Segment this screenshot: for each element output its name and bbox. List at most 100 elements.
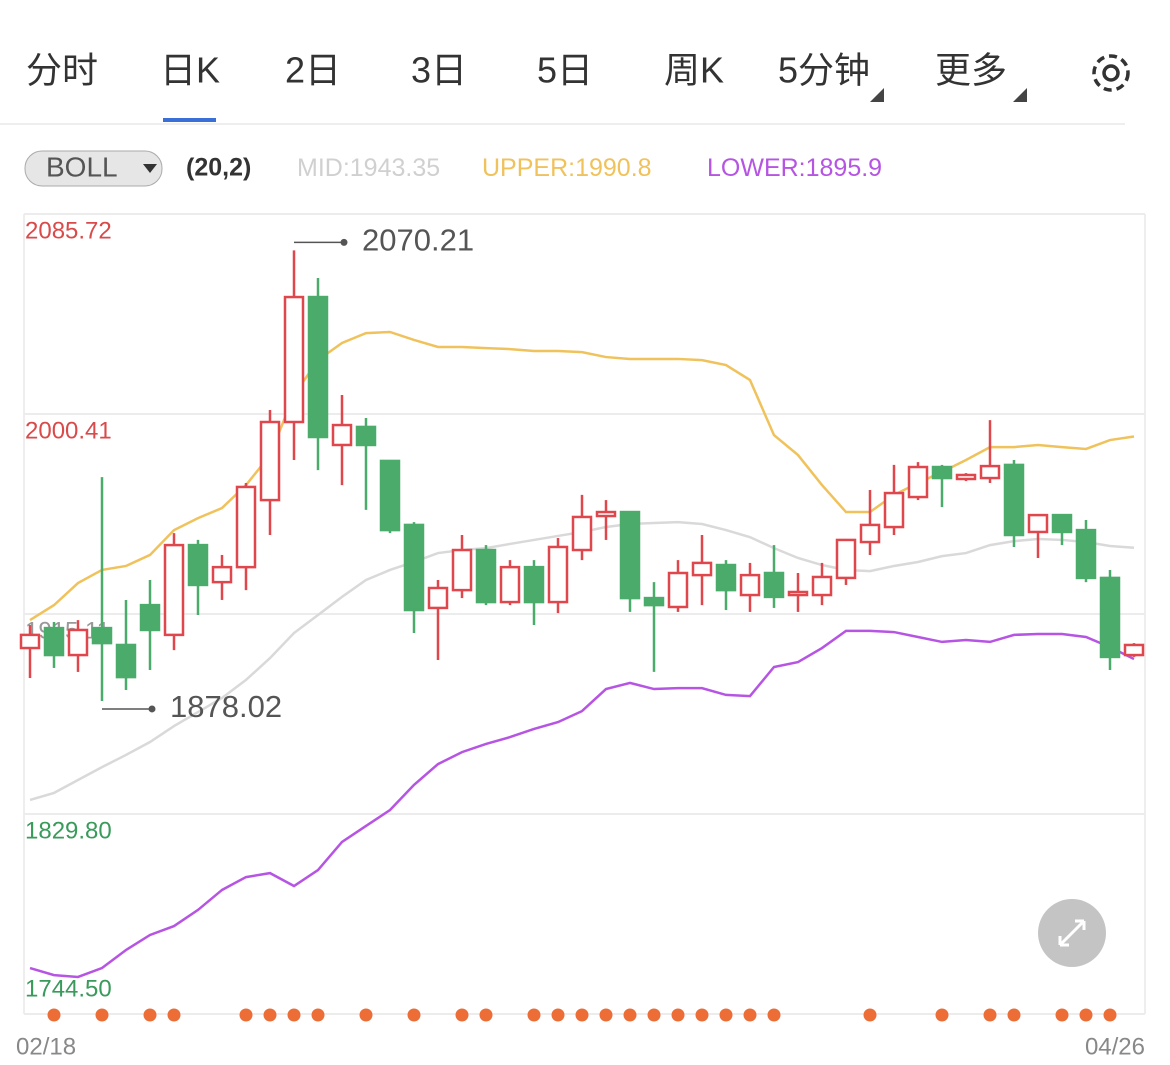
legend-value: 1943.35	[350, 154, 440, 182]
y-tick-label: 2085.72	[25, 217, 112, 244]
tab[interactable]: 3日	[411, 50, 467, 91]
candle-body	[931, 465, 953, 480]
dot	[1055, 1008, 1069, 1022]
indicator-select[interactable]: BOLL	[24, 150, 163, 187]
dropdown-marker	[870, 88, 884, 102]
legend: MID:1943.35 UPPER:1990.8 LOWER:1895.9	[297, 154, 882, 182]
tab[interactable]: 日K	[160, 50, 220, 91]
dot	[287, 1008, 301, 1022]
select-arrow	[143, 164, 157, 173]
legend-value: 1895.9	[806, 154, 882, 182]
candle-body	[475, 548, 497, 604]
dot	[143, 1008, 157, 1022]
candle-body	[91, 626, 113, 645]
candle-body	[235, 485, 257, 569]
candle-body	[955, 473, 977, 481]
candle-body	[643, 596, 665, 607]
y-tick-label: 1829.80	[25, 817, 112, 844]
tab[interactable]: 分时	[26, 50, 98, 91]
expand-icon	[1058, 919, 1086, 947]
tab[interactable]: 5分钟	[778, 50, 870, 91]
dot	[359, 1008, 373, 1022]
dot	[983, 1008, 997, 1022]
candle-body	[499, 565, 521, 604]
marker-dots	[47, 1008, 1117, 1022]
candle-body	[19, 633, 41, 650]
annotation-dot	[340, 238, 348, 246]
dot	[455, 1008, 469, 1022]
indicator-params: (20,2)	[186, 154, 251, 182]
gear-center	[1102, 64, 1120, 82]
candle-body	[187, 543, 209, 587]
candle-body	[211, 565, 233, 584]
candle-body	[115, 643, 137, 679]
tab[interactable]: 周K	[664, 50, 724, 91]
legend-entry: MID:1943.35	[297, 154, 440, 182]
candle-body	[619, 510, 641, 600]
dot	[551, 1008, 565, 1022]
candle-body	[883, 491, 905, 529]
dot	[263, 1008, 277, 1022]
candle-body	[787, 590, 809, 597]
active-tab-underline	[163, 118, 216, 122]
dot	[527, 1008, 541, 1022]
legend-value: 1990.8	[575, 154, 651, 182]
gear	[1092, 54, 1130, 92]
candle-body	[523, 565, 545, 604]
candle-body	[835, 538, 857, 580]
dot	[47, 1008, 61, 1022]
candle-body	[427, 586, 449, 610]
candle-body	[811, 575, 833, 597]
dot	[863, 1008, 877, 1022]
dropdown-marker	[1013, 88, 1027, 102]
candle-body	[1027, 513, 1049, 534]
candle-body	[331, 423, 353, 447]
dot	[239, 1008, 253, 1022]
candle-body	[1123, 643, 1145, 657]
dot	[767, 1008, 781, 1022]
candle-body	[379, 459, 401, 532]
candle-body	[667, 571, 689, 609]
annotation-dot	[148, 705, 156, 713]
y-tick-label: 2000.41	[25, 417, 112, 444]
dot	[575, 1008, 589, 1022]
dot	[95, 1008, 109, 1022]
candle-body	[907, 465, 929, 499]
dot	[743, 1008, 757, 1022]
dot	[695, 1008, 709, 1022]
tab-bar: 分时 日K 2日 3日 5日 周K 5分钟 更多	[26, 50, 1007, 91]
dot	[671, 1008, 685, 1022]
x-tick-label: 04/26	[1085, 1033, 1145, 1060]
candle-body	[1075, 528, 1097, 580]
dot	[1079, 1008, 1093, 1022]
candle-body	[571, 515, 593, 552]
candle-body	[43, 626, 65, 657]
tab[interactable]: 5日	[537, 50, 593, 91]
tab[interactable]: 2日	[285, 50, 341, 91]
candle-body	[163, 543, 185, 637]
expand-button[interactable]	[1038, 899, 1106, 967]
dot	[167, 1008, 181, 1022]
settings-icon[interactable]	[1092, 54, 1130, 92]
extreme-label: 1878.02	[170, 689, 282, 724]
candle-body	[691, 561, 713, 577]
candle-body	[979, 464, 1001, 480]
tab[interactable]: 更多	[935, 50, 1007, 91]
x-tick-label: 02/18	[16, 1033, 76, 1060]
candle-body	[595, 510, 617, 518]
dot	[311, 1008, 325, 1022]
boll-line	[29, 629, 1135, 979]
candle-body	[547, 545, 569, 604]
candle-body	[763, 571, 785, 599]
candle-body	[67, 628, 89, 657]
candle-body	[307, 295, 329, 439]
candle-body	[259, 420, 281, 502]
dot	[599, 1008, 613, 1022]
dot	[407, 1008, 421, 1022]
dot	[1103, 1008, 1117, 1022]
dot	[719, 1008, 733, 1022]
y-tick-label: 1744.50	[25, 975, 112, 1002]
legend-name: MID:	[297, 154, 350, 182]
